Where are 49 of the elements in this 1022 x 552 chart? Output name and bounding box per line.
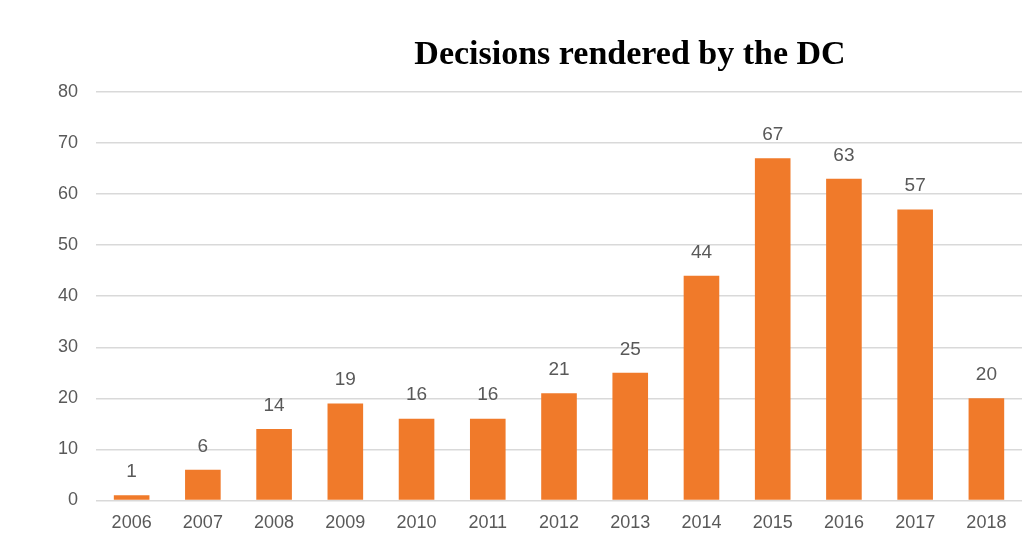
x-tick-label: 2006 (111, 512, 152, 533)
y-tick-label: 30 (57, 336, 79, 357)
bar (185, 469, 221, 500)
y-tick-label: 40 (57, 285, 79, 306)
y-tick-label: 0 (68, 489, 79, 510)
data-label: 57 (904, 174, 926, 196)
bar (826, 178, 862, 500)
data-label: 67 (762, 123, 784, 145)
x-tick-label: 2008 (254, 512, 295, 533)
data-label: 16 (477, 383, 499, 405)
y-tick-label: 70 (57, 132, 79, 153)
y-tick-label: 20 (57, 387, 79, 408)
x-tick-label: 2018 (966, 512, 1007, 533)
x-tick-label: 2012 (538, 512, 580, 533)
bar (256, 428, 292, 500)
bar (398, 418, 435, 500)
bar (327, 403, 364, 500)
bar (968, 398, 1005, 500)
data-label: 21 (548, 357, 570, 379)
data-label: 6 (197, 434, 209, 456)
data-label: 14 (263, 393, 286, 415)
data-label: 16 (405, 383, 428, 405)
y-tick-label: 60 (57, 183, 79, 204)
bar (469, 418, 506, 500)
data-label: 63 (833, 143, 855, 165)
bar (897, 209, 933, 500)
chart-title: Decisions rendered by the DC (413, 34, 847, 72)
data-label: 1 (126, 460, 137, 482)
bar (113, 495, 150, 500)
bar (754, 158, 791, 500)
y-tick-label: 50 (57, 234, 79, 255)
x-tick-label: 2009 (325, 512, 366, 533)
x-tick-label: 2014 (681, 512, 722, 533)
y-tick-label: 10 (57, 438, 79, 459)
x-tick-label: 2017 (895, 512, 936, 533)
x-tick-label: 2013 (610, 512, 651, 533)
x-tick-label: 2007 (182, 512, 223, 533)
bar (541, 393, 577, 500)
data-label: 25 (619, 337, 641, 359)
bar (683, 275, 720, 500)
x-tick-label: 2016 (823, 512, 864, 533)
x-tick-label: 2010 (396, 512, 437, 533)
data-label: 19 (334, 368, 356, 390)
data-label: 20 (975, 363, 997, 385)
x-tick-label: 2015 (752, 512, 793, 533)
bar (612, 372, 649, 500)
y-tick-label: 80 (57, 80, 79, 101)
data-label: 44 (690, 240, 713, 262)
x-tick-label: 2011 (468, 512, 508, 533)
